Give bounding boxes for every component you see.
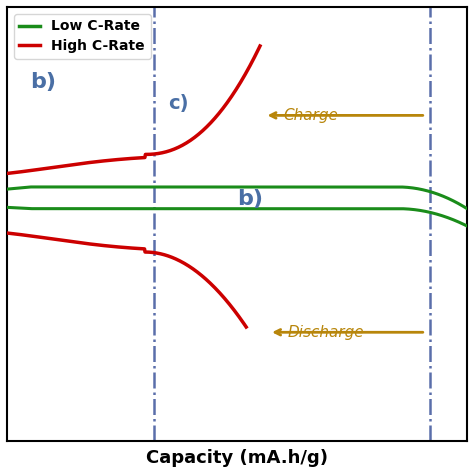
Text: Charge: Charge: [283, 108, 338, 123]
Text: b): b): [30, 72, 56, 92]
Text: b): b): [237, 189, 263, 209]
Text: Discharge: Discharge: [288, 325, 364, 340]
X-axis label: Capacity (mA.h/g): Capacity (mA.h/g): [146, 449, 328, 467]
Legend: Low C-Rate, High C-Rate: Low C-Rate, High C-Rate: [14, 14, 151, 59]
Text: c): c): [168, 94, 189, 113]
